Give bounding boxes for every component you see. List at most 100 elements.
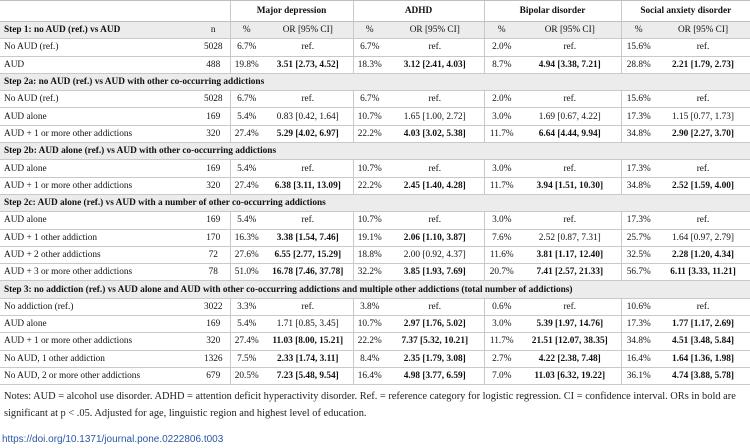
table-cell: 20.7%: [483, 263, 520, 282]
row-label: AUD + 3 or more other addictions: [0, 263, 197, 282]
column-header: %: [229, 21, 263, 40]
table-cell: 2.0%: [483, 90, 520, 109]
section-row: Step 2a: no AUD (ref.) vs AUD with other…: [0, 73, 750, 92]
table-cell: 27.4%: [229, 332, 263, 351]
section-row: Step 2b: AUD alone (ref.) vs AUD with ot…: [0, 142, 750, 161]
table-cell: 51.0%: [229, 263, 263, 282]
table-cell: 22.2%: [352, 177, 387, 195]
table-cell: 17.3%: [620, 107, 657, 126]
table-cell: 10.7%: [352, 107, 387, 126]
table-row: AUD + 3 or more other addictions 78 51.0% 1…: [0, 263, 750, 282]
table-row: AUD + 1 or more other addictions 320 27.4%…: [0, 125, 750, 144]
table-cell: 56.7%: [620, 263, 657, 282]
table-cell: 169: [197, 107, 230, 126]
table-cell: 5.4%: [229, 159, 263, 178]
column-header: %: [483, 21, 520, 40]
header-bipolar: Bipolar disorder: [483, 0, 622, 22]
table-cell: 11.6%: [483, 246, 520, 265]
table-cell: 10.6%: [620, 298, 657, 317]
table-notes: Notes: AUD = alcohol use disorder. ADHD …: [4, 391, 736, 419]
table-cell: 1326: [197, 350, 230, 368]
table-cell: 2.52 [0.87, 7.31]: [519, 229, 622, 247]
table-cell: 21.51 [12.07, 38.35]: [519, 332, 622, 351]
table-cell: 32.2%: [352, 263, 387, 282]
header-major-depression: Major depression: [229, 0, 354, 22]
table-row: AUD + 1 or more other addictions 320 27.4%…: [0, 177, 750, 195]
table-cell: 3.51 [2.73, 4.52]: [263, 56, 354, 74]
table-cell: 78: [197, 263, 230, 282]
table-cell: 22.2%: [352, 125, 387, 144]
table-cell: ref.: [519, 90, 622, 109]
table-cell: 3.85 [1.93, 7.69]: [386, 263, 485, 282]
table-cell: ref.: [656, 211, 750, 230]
table-cell: 320: [197, 332, 230, 351]
table-cell: 20.5%: [229, 367, 263, 386]
table-cell: 1.15 [0.77, 1.73]: [656, 107, 750, 126]
table-cell: ref.: [519, 38, 622, 57]
table-cell: ref.: [263, 211, 354, 230]
table-cell: 3.12 [2.41, 4.03]: [386, 56, 485, 74]
table-cell: 22.2%: [352, 332, 387, 351]
table-cell: ref.: [519, 159, 622, 178]
row-label: No AUD (ref.): [0, 38, 197, 57]
table-cell: 170: [197, 229, 230, 247]
table-cell: 11.03 [8.00, 15.21]: [263, 332, 354, 351]
doi-link[interactable]: https://doi.org/10.1371/journal.pone.022…: [2, 434, 224, 445]
table-cell: 0.83 [0.42, 1.64]: [263, 107, 354, 126]
table-cell: 8.4%: [352, 350, 387, 368]
table-cell: 2.45 [1.40, 4.28]: [386, 177, 485, 195]
table-cell: 25.7%: [620, 229, 657, 247]
table-cell: ref.: [263, 298, 354, 317]
table-cell: 5.4%: [229, 315, 263, 334]
table-cell: 4.94 [3.38, 7.21]: [519, 56, 622, 74]
table-cell: 16.4%: [620, 350, 657, 368]
table-cell: 5.29 [4.02, 6.97]: [263, 125, 354, 144]
row-label: AUD alone: [0, 159, 197, 178]
row-label: AUD + 2 other addictions: [0, 246, 197, 265]
table-cell: 34.8%: [620, 177, 657, 195]
table-cell: 19.8%: [229, 56, 263, 74]
column-header: %: [352, 21, 387, 40]
table-cell: 2.33 [1.74, 3.11]: [263, 350, 354, 368]
table-cell: 4.03 [3.02, 5.38]: [386, 125, 485, 144]
table-cell: 0.6%: [483, 298, 520, 317]
table-cell: 4.98 [3.77, 6.59]: [386, 367, 485, 386]
table-cell: 488: [197, 56, 230, 74]
table-cell: 7.41 [2.57, 21.33]: [519, 263, 622, 282]
table-cell: 7.0%: [483, 367, 520, 386]
table-cell: 4.22 [2.38, 7.48]: [519, 350, 622, 368]
table-cell: 3022: [197, 298, 230, 317]
table-cell: 5.4%: [229, 107, 263, 126]
header-blank: [197, 0, 230, 22]
table-cell: 18.8%: [352, 246, 387, 265]
table-cell: 17.3%: [620, 315, 657, 334]
table-cell: 6.11 [3.33, 11.21]: [656, 263, 750, 282]
table-cell: 17.3%: [620, 159, 657, 178]
table-cell: 2.21 [1.79, 2.73]: [656, 56, 750, 74]
table-cell: 2.7%: [483, 350, 520, 368]
table-cell: 2.28 [1.20, 4.34]: [656, 246, 750, 265]
table-cell: ref.: [519, 298, 622, 317]
table-cell: 10.7%: [352, 159, 387, 178]
table-cell: 3.81 [1.17, 12.40]: [519, 246, 622, 265]
row-label: AUD alone: [0, 315, 197, 334]
table-cell: 169: [197, 159, 230, 178]
table-cell: 11.7%: [483, 125, 520, 144]
row-label: No AUD, 2 or more other addictions: [0, 367, 197, 386]
table-cell: 679: [197, 367, 230, 386]
table-cell: ref.: [656, 38, 750, 57]
table-cell: 4.51 [3.48, 5.84]: [656, 332, 750, 351]
column-header: OR [95% CI]: [519, 21, 622, 40]
table-cell: 11.7%: [483, 177, 520, 195]
table-cell: ref.: [263, 159, 354, 178]
table-row: AUD + 1 other addiction 170 16.3% 3.38 [1.5…: [0, 229, 750, 247]
table-cell: 3.3%: [229, 298, 263, 317]
table-cell: 2.90 [2.27, 3.70]: [656, 125, 750, 144]
table-cell: 6.7%: [352, 38, 387, 57]
column-header: n: [197, 21, 230, 40]
table-cell: 6.64 [4.44, 9.94]: [519, 125, 622, 144]
table-cell: 1.64 [0.97, 2.79]: [656, 229, 750, 247]
section-label: Step 2c: AUD alone (ref.) vs AUD with a …: [0, 194, 750, 213]
row-label: AUD + 1 or more other addictions: [0, 125, 197, 144]
table-cell: 6.7%: [229, 90, 263, 109]
